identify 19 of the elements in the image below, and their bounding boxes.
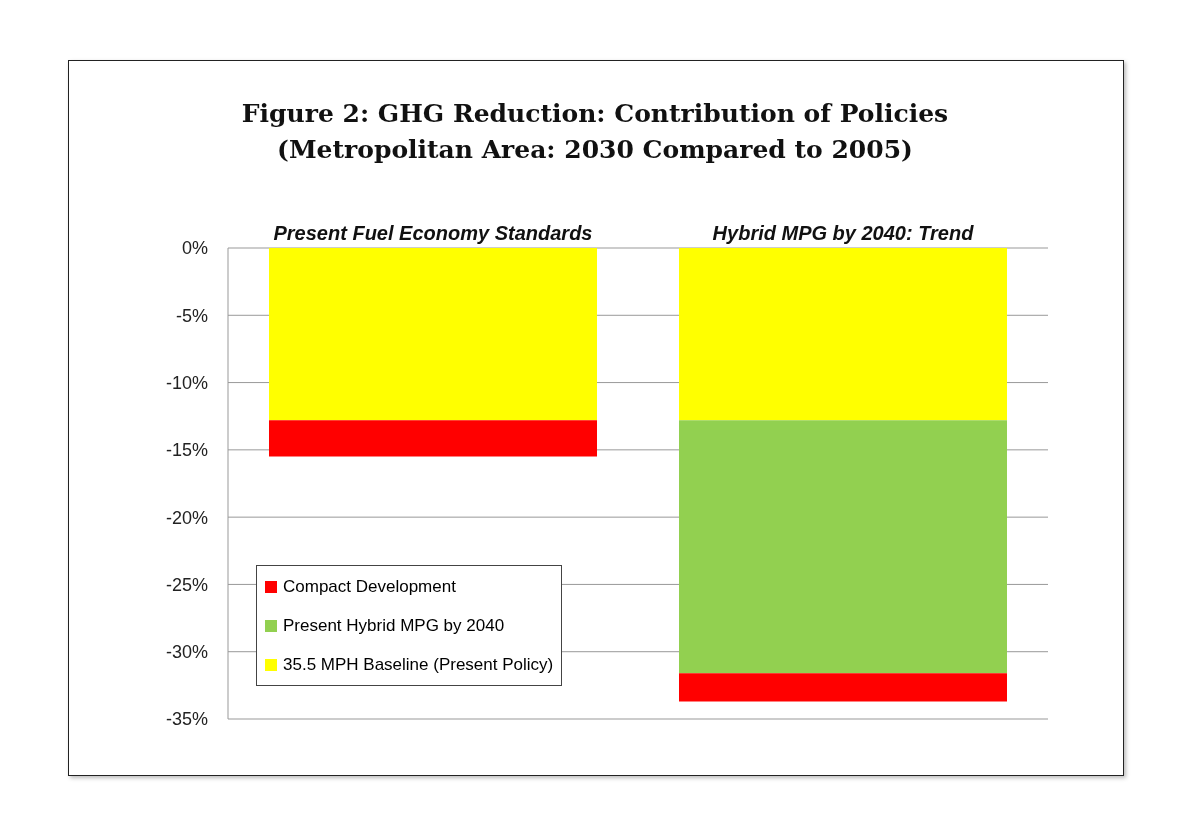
bar xyxy=(269,420,597,457)
bar xyxy=(269,248,597,421)
bar xyxy=(679,248,1007,421)
y-tick-label: -20% xyxy=(165,507,208,528)
legend-label: 35.5 MPH Baseline (Present Policy) xyxy=(283,654,554,675)
x-tick-label: Hybrid MPG by 2040: Trend xyxy=(712,222,975,244)
legend-label: Compact Development xyxy=(283,576,456,597)
y-tick-label: -15% xyxy=(165,440,208,461)
y-tick-label: -35% xyxy=(165,709,208,730)
y-tick-label: -10% xyxy=(165,372,208,393)
y-tick-label: 0% xyxy=(181,238,208,259)
chart-title: Figure 2: GHG Reduction: Contribution of Policies (Metropolitan Area: 2030 Compared to 2005) xyxy=(240,98,950,166)
bar xyxy=(679,673,1007,702)
y-tick-label: -30% xyxy=(165,642,208,663)
x-tick-label: Present Fuel Economy Standards xyxy=(273,222,593,244)
bar xyxy=(679,420,1007,674)
y-tick-label: -5% xyxy=(175,305,208,326)
legend-label: Present Hybrid MPG by 2040 xyxy=(283,615,505,636)
y-tick-label: -25% xyxy=(165,574,208,595)
